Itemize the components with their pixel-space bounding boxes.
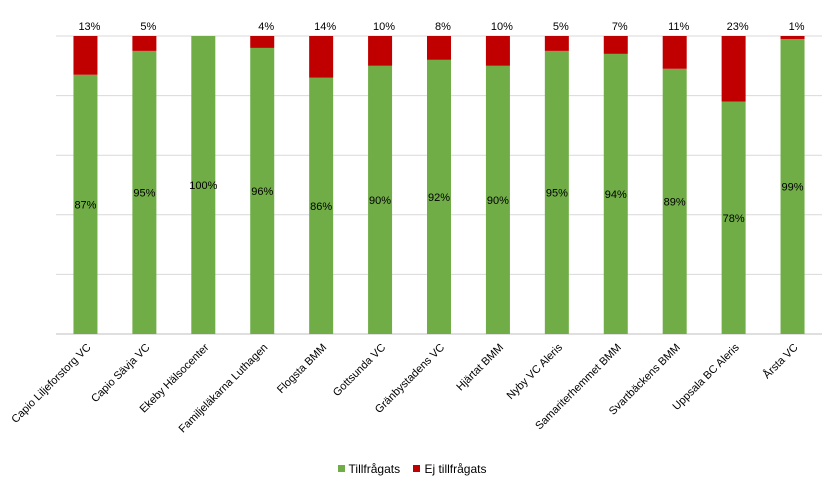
bar-tillfragats (721, 101, 746, 334)
bar-tillfragats (662, 68, 687, 334)
bar-tillfragats (191, 36, 216, 334)
bar-tillfragats (544, 50, 569, 335)
bar-tillfragats (73, 74, 98, 335)
data-label-ej-tillfragats: 13% (78, 21, 100, 33)
bar-ej-tillfragats (427, 36, 451, 60)
data-label-tillfragats: 99% (782, 181, 804, 193)
category-label: Uppsala BC Aleris (671, 341, 743, 413)
category-label: Gottsunda VC (331, 342, 388, 399)
data-labels: 87% 13% 95% 5% 100% 96% 4% 86% 14% 90% 10% 92% 8% 90%… (74, 21, 804, 225)
data-label-tillfragats: 94% (605, 189, 627, 201)
category-label: Flogsta BMM (275, 342, 329, 396)
legend-swatch-tillfragats (337, 465, 345, 472)
bar-ej-tillfragats (132, 36, 157, 51)
bar-tillfragats (132, 50, 157, 335)
data-label-tillfragats: 100% (189, 180, 217, 192)
bar-ej-tillfragats (721, 36, 746, 102)
legend-label-ej-tillfragats: Ej tillfrågats (424, 461, 487, 476)
data-label-tillfragats: 87% (74, 199, 96, 211)
data-label-ej-tillfragats: 4% (258, 21, 274, 33)
bar-tillfragats (780, 38, 805, 334)
category-label: Nyby VC Aleris (505, 341, 566, 402)
legend-swatch-ej-tillfragats (413, 465, 421, 472)
bar-ej-tillfragats (368, 36, 393, 66)
data-label-ej-tillfragats: 11% (668, 21, 689, 33)
data-label-tillfragats: 95% (546, 187, 568, 199)
data-label-ej-tillfragats: 7% (612, 21, 628, 33)
category-label: Capio Liljeforstorg VC (9, 342, 93, 426)
data-label-tillfragats: 95% (133, 187, 155, 199)
bar-tillfragats (368, 65, 393, 335)
bar-tillfragats (309, 77, 334, 334)
data-label-ej-tillfragats: 14% (314, 21, 336, 33)
data-label-tillfragats: 90% (487, 195, 509, 207)
bar-ej-tillfragats (544, 36, 569, 51)
data-label-tillfragats: 96% (251, 186, 273, 198)
data-label-ej-tillfragats: 5% (140, 21, 156, 33)
category-label: Hjärtat BMM (454, 342, 506, 394)
bar-tillfragats (427, 59, 451, 335)
data-label-tillfragats: 86% (310, 201, 332, 213)
bar-ej-tillfragats (250, 36, 275, 48)
bar-ej-tillfragats (780, 36, 805, 39)
category-label: Capio Sävja VC (89, 342, 152, 405)
legend-label-tillfragats: Tillfrågats (348, 461, 401, 476)
bar-tillfragats (603, 53, 628, 334)
bar-ej-tillfragats (662, 36, 687, 69)
bar-ej-tillfragats (73, 36, 98, 75)
bar-ej-tillfragats (603, 36, 628, 54)
category-label: Årsta VC (760, 341, 800, 381)
legend: Tillfrågats Ej tillfrågats (0, 461, 824, 476)
data-label-tillfragats: 92% (428, 192, 450, 204)
bar-ej-tillfragats (309, 36, 334, 78)
data-label-ej-tillfragats: 10% (373, 21, 395, 33)
bar-tillfragats (250, 47, 275, 335)
data-label-ej-tillfragats: 10% (491, 21, 513, 33)
data-label-ej-tillfragats: 8% (435, 21, 451, 33)
legend-item-tillfragats: Tillfrågats (337, 461, 401, 476)
data-label-tillfragats: 90% (369, 195, 391, 207)
data-label-ej-tillfragats: 23% (727, 21, 749, 33)
bar-tillfragats (485, 65, 510, 335)
data-label-tillfragats: 89% (664, 196, 686, 208)
bars (73, 36, 805, 335)
data-label-tillfragats: 78% (723, 213, 745, 225)
data-label-ej-tillfragats: 5% (553, 21, 569, 33)
data-label-ej-tillfragats: 1% (789, 21, 805, 33)
legend-item-ej-tillfragats: Ej tillfrågats (413, 462, 486, 476)
bar-ej-tillfragats (485, 36, 510, 66)
